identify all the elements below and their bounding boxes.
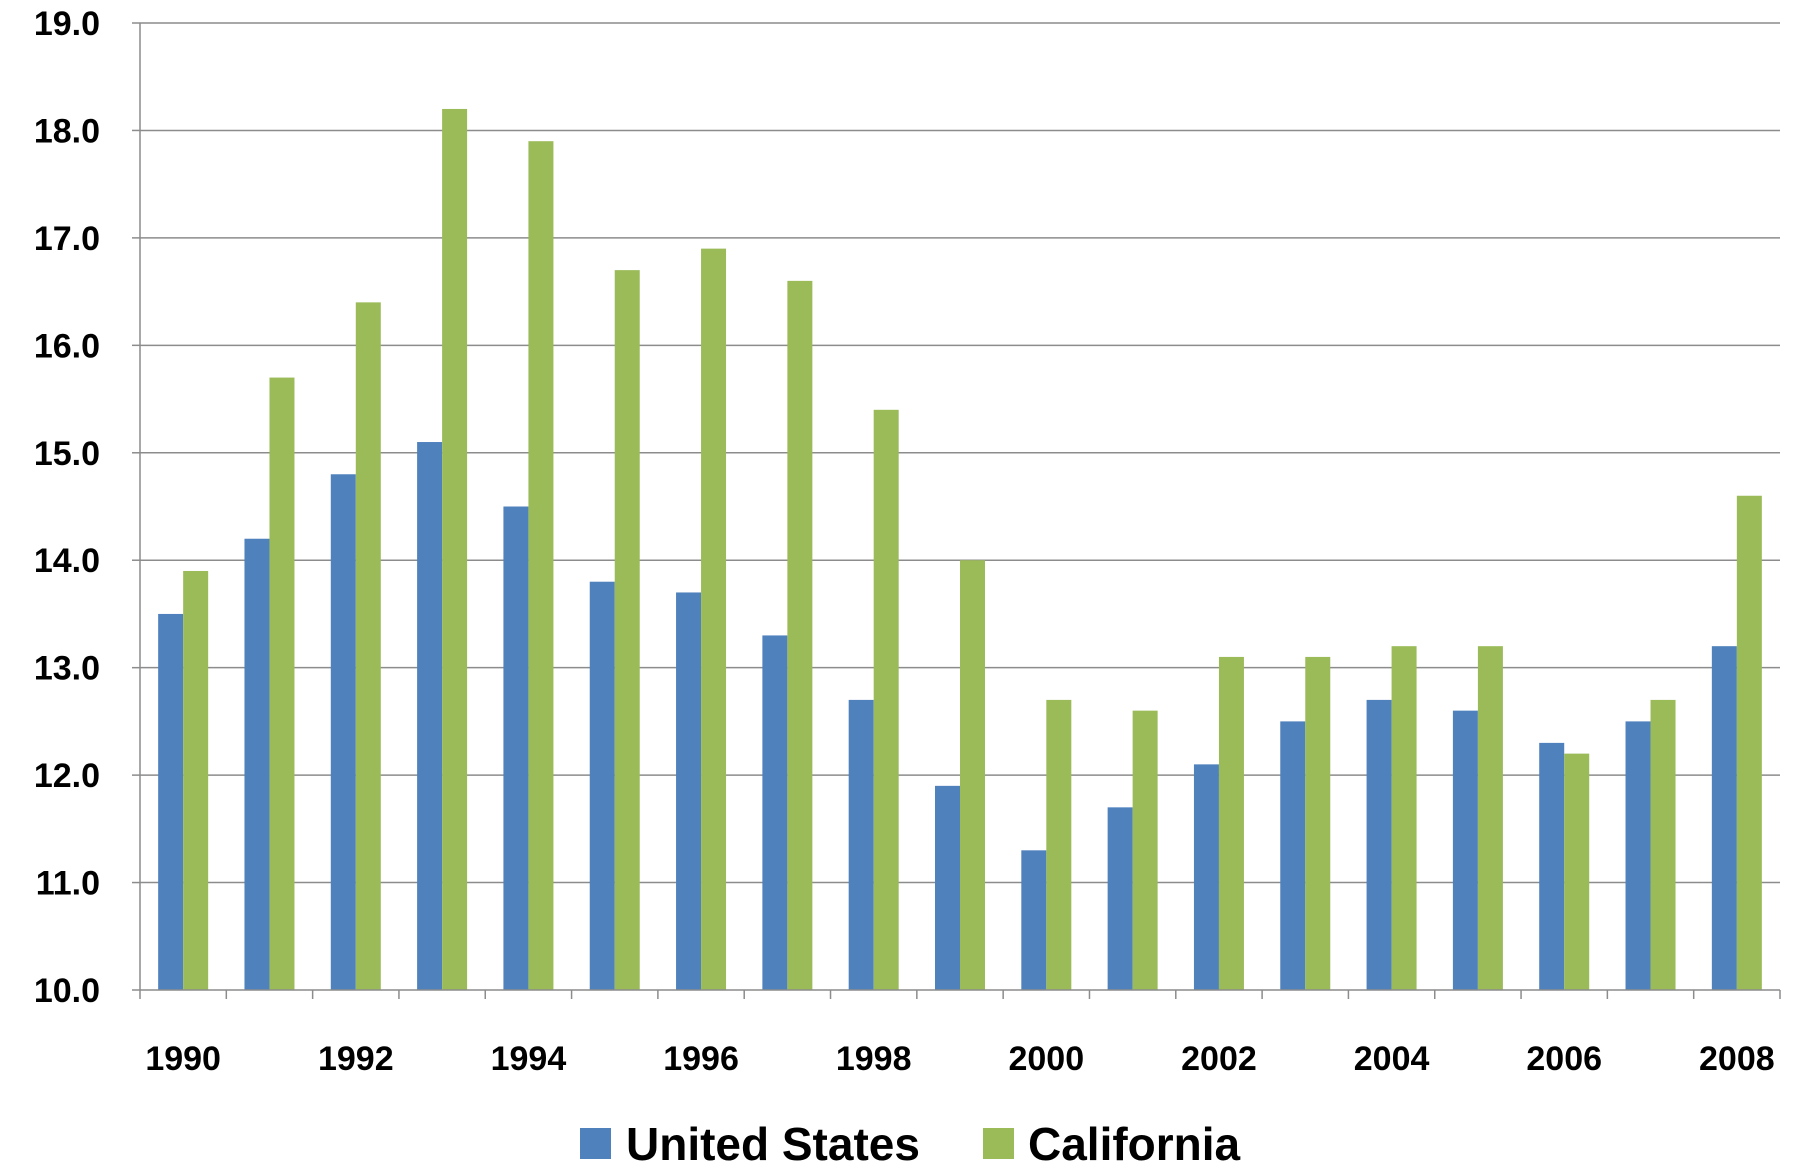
x-tick-label: 1990 <box>145 1040 221 1078</box>
bar-united-states-2001 <box>1107 807 1133 990</box>
bar-california-1991 <box>269 377 295 991</box>
y-tick-label: 17.0 <box>34 220 100 258</box>
bar-united-states-2006 <box>1539 742 1565 990</box>
bar-california-1990 <box>183 570 209 990</box>
bar-united-states-2004 <box>1366 699 1392 990</box>
x-tick-label: 2008 <box>1699 1040 1775 1078</box>
bar-united-states-1995 <box>589 581 615 990</box>
y-tick-label: 12.0 <box>34 757 100 795</box>
y-tick-label: 15.0 <box>34 435 100 473</box>
bar-united-states-2003 <box>1280 721 1306 990</box>
bar-california-2006 <box>1564 753 1590 990</box>
bar-united-states-1994 <box>503 506 529 990</box>
bar-california-2005 <box>1477 646 1503 990</box>
bar-united-states-2005 <box>1452 710 1478 990</box>
y-tick-label: 14.0 <box>34 542 100 580</box>
bar-california-1999 <box>960 560 985 990</box>
bar-california-1995 <box>614 270 640 991</box>
bar-california-1997 <box>787 280 813 990</box>
bar-united-states-1992 <box>330 474 356 990</box>
bar-california-2000 <box>1046 699 1072 990</box>
legend-label-united-states: United States <box>626 1118 920 1170</box>
bar-california-2001 <box>1132 710 1158 990</box>
y-axis-ticks: 10.0 11.0 12.0 13.0 14.0 15.0 16.0 17.0 18.0 19.0 <box>34 5 140 1010</box>
bar-united-states-1990 <box>158 613 184 990</box>
x-tick-label: 1994 <box>491 1040 567 1078</box>
bar-united-states-1999 <box>935 785 960 990</box>
x-tick-label: 2002 <box>1181 1040 1257 1078</box>
bar-california-2008 <box>1736 495 1762 990</box>
bar-united-states-1998 <box>848 699 874 990</box>
y-tick-label: 19.0 <box>34 5 100 43</box>
x-tick-label: 2006 <box>1526 1040 1602 1078</box>
y-tick-label: 18.0 <box>34 112 100 150</box>
bar-california-2003 <box>1305 656 1331 990</box>
bar-united-states-1993 <box>417 442 443 990</box>
x-tick-label: 2004 <box>1354 1040 1430 1078</box>
gridlines <box>140 22 1780 884</box>
bar-california-1993 <box>442 108 468 990</box>
legend-swatch-california <box>983 1128 1014 1159</box>
bar-united-states-2008 <box>1711 646 1737 990</box>
bar-california-1992 <box>355 302 381 990</box>
bar-united-states-2000 <box>1021 850 1047 990</box>
legend-swatch-united-states <box>580 1128 611 1159</box>
legend: United States California <box>580 1118 1241 1170</box>
y-tick-label: 11.0 <box>36 865 100 903</box>
x-tick-label: 2000 <box>1008 1040 1084 1078</box>
x-tick-label: 1996 <box>663 1040 739 1078</box>
axes <box>139 23 1780 991</box>
x-axis-ticks: 1990 1992 1994 1996 1998 2000 2002 2004 2006 2008 <box>139 990 1781 1078</box>
bars <box>158 108 1762 991</box>
bar-california-2004 <box>1391 646 1417 990</box>
bar-california-1998 <box>873 409 899 990</box>
x-tick-label: 1992 <box>318 1040 394 1078</box>
legend-label-california: California <box>1028 1118 1241 1170</box>
y-tick-label: 16.0 <box>34 327 100 365</box>
bar-california-2002 <box>1218 656 1244 990</box>
y-tick-label: 10.0 <box>34 972 100 1010</box>
bar-united-states-2002 <box>1193 764 1219 990</box>
bar-united-states-1996 <box>676 592 702 990</box>
y-tick-label: 13.0 <box>34 650 100 688</box>
bar-united-states-2007 <box>1625 721 1651 990</box>
bar-california-1996 <box>701 248 727 991</box>
bar-united-states-1991 <box>244 538 270 990</box>
bar-united-states-1997 <box>762 635 788 990</box>
x-tick-label: 1998 <box>836 1040 912 1078</box>
bar-california-1994 <box>528 141 554 990</box>
bar-california-2007 <box>1650 699 1676 990</box>
